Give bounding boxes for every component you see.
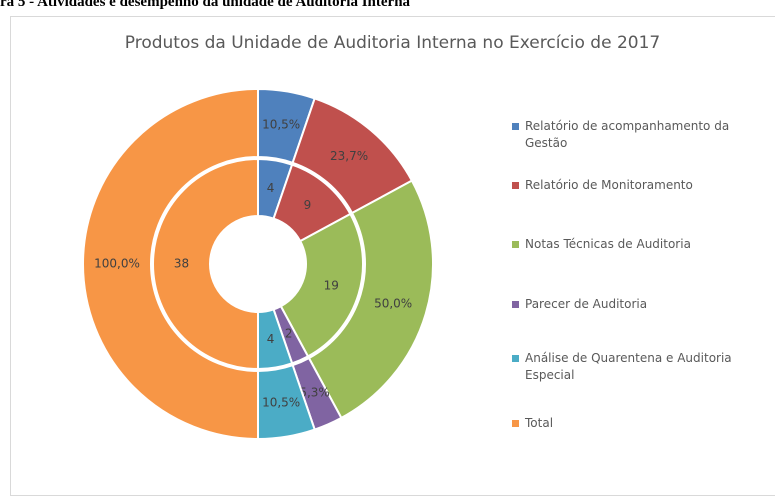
chart-title: Produtos da Unidade de Auditoria Interna… xyxy=(124,33,661,53)
legend-item: Parecer de Auditoria xyxy=(512,296,752,313)
data-label: 100,0% xyxy=(94,257,140,271)
legend-item: Relatório de acompanhamento da Gestão xyxy=(512,118,752,152)
legend-label: Notas Técnicas de Auditoria xyxy=(525,237,691,251)
doughnut-sector xyxy=(307,179,434,420)
data-label: 19 xyxy=(324,278,339,292)
legend-swatch xyxy=(512,355,519,362)
data-label: 4 xyxy=(267,181,275,195)
data-label: 5,3% xyxy=(299,386,330,400)
doughnut-sector xyxy=(279,212,364,358)
data-label: 38 xyxy=(174,257,189,271)
legend-swatch xyxy=(512,301,519,308)
data-label: 4 xyxy=(267,332,275,346)
legend-label: Total xyxy=(525,416,554,430)
data-label: 10,5% xyxy=(262,117,300,131)
data-label: 10,5% xyxy=(262,396,300,410)
legend-item: Notas Técnicas de Auditoria xyxy=(512,236,752,253)
doughnut-sector xyxy=(152,157,259,371)
legend-label: Relatório de acompanhamento da Gestão xyxy=(525,119,730,150)
legend-item: Análise de Quarentena e Auditoria Especi… xyxy=(512,350,752,384)
doughnut-sector xyxy=(82,87,259,441)
legend-label: Análise de Quarentena e Auditoria Especi… xyxy=(525,351,732,382)
data-label: 23,7% xyxy=(330,149,368,163)
legend-swatch xyxy=(512,420,519,427)
data-label: 9 xyxy=(304,198,312,212)
data-label: 50,0% xyxy=(374,297,412,311)
legend-item: Relatório de Monitoramento xyxy=(512,177,752,194)
legend-swatch xyxy=(512,123,519,130)
legend-swatch xyxy=(512,241,519,248)
legend-label: Relatório de Monitoramento xyxy=(525,178,693,192)
figure-caption: ra 5 - Atividades e desempenho da unidad… xyxy=(0,0,411,10)
legend-label: Parecer de Auditoria xyxy=(525,297,648,311)
legend-item: Total xyxy=(512,415,752,432)
legend-swatch xyxy=(512,182,519,189)
data-label: 2 xyxy=(285,327,293,341)
